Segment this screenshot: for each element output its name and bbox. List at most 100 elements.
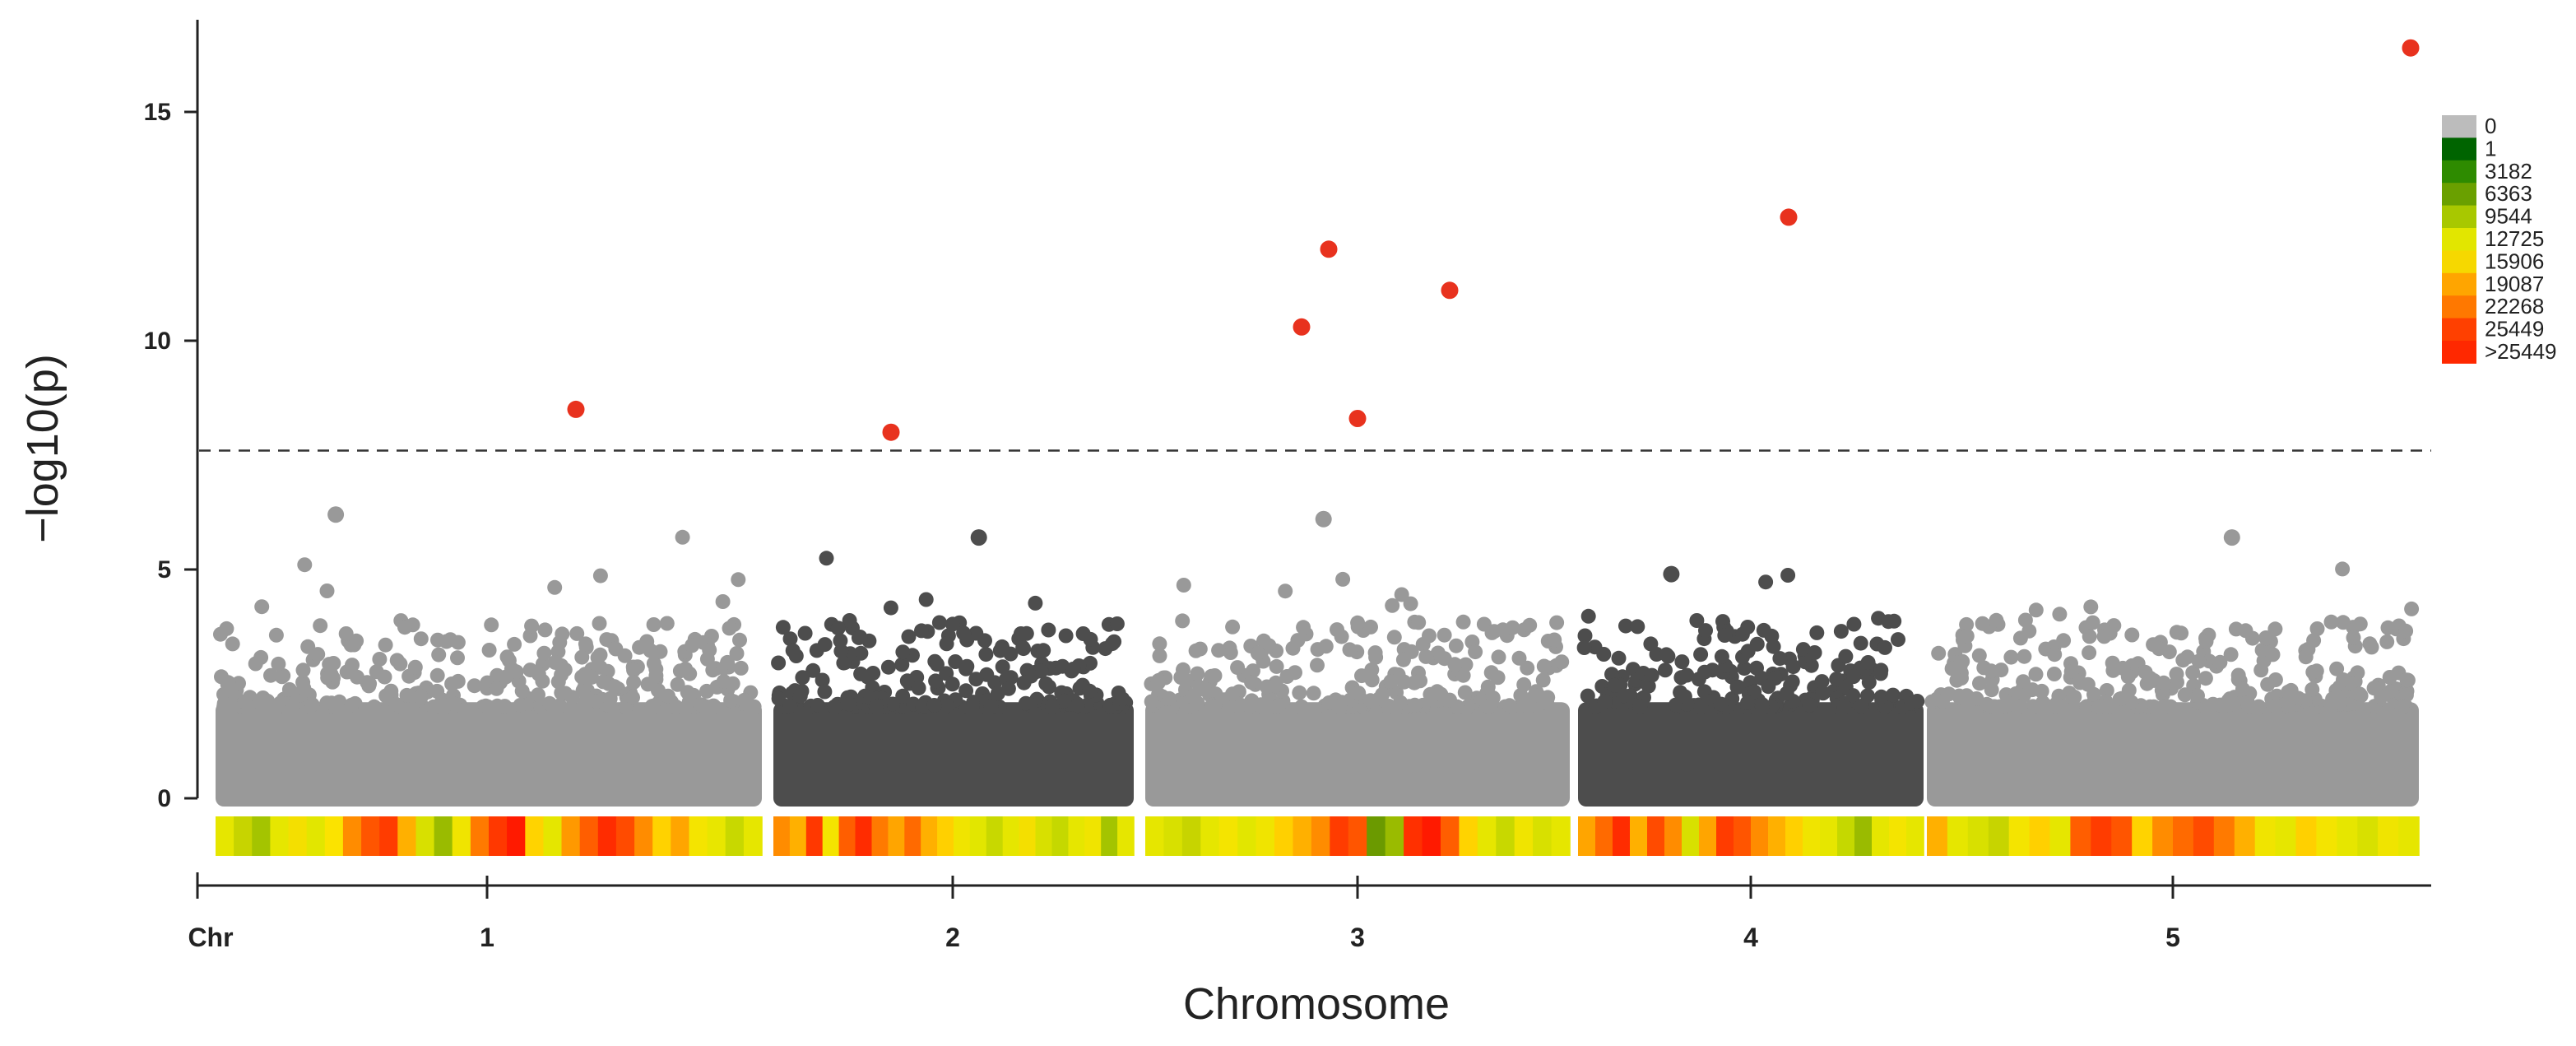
density-bin bbox=[1751, 816, 1769, 856]
snp-point bbox=[1766, 639, 1781, 654]
snp-point bbox=[513, 698, 528, 713]
snp-point bbox=[1658, 662, 1673, 678]
snp-point bbox=[1460, 699, 1476, 714]
snp-point bbox=[1815, 686, 1831, 701]
density-bin bbox=[1889, 816, 1907, 856]
density-bin bbox=[1422, 816, 1441, 856]
snp-point bbox=[2253, 662, 2269, 678]
snp-point bbox=[842, 613, 857, 628]
snp-point bbox=[1246, 663, 1260, 679]
density-bin bbox=[954, 816, 971, 856]
snp-point bbox=[1779, 686, 1794, 701]
snp-point bbox=[833, 644, 849, 659]
y-axis: 0 5 10 15 bbox=[144, 20, 199, 812]
chromosome-density-band bbox=[216, 816, 763, 856]
snp-point bbox=[1580, 608, 1596, 624]
density-bin bbox=[1441, 816, 1460, 856]
density-bin bbox=[470, 816, 490, 856]
snp-point bbox=[592, 568, 608, 583]
snp-point bbox=[2099, 683, 2114, 698]
snp-point bbox=[397, 620, 412, 635]
snp-point bbox=[819, 551, 834, 566]
snp-point bbox=[883, 600, 898, 616]
legend-label: >25449 bbox=[2485, 339, 2556, 364]
snp-point bbox=[1795, 642, 1811, 658]
snp-point bbox=[1747, 684, 1762, 700]
snp-point bbox=[2336, 615, 2351, 630]
significant-snp-point bbox=[567, 400, 585, 418]
snp-point bbox=[1597, 694, 1613, 709]
snp-point bbox=[1394, 587, 1409, 602]
snp-point bbox=[545, 699, 561, 714]
snp-point bbox=[2298, 649, 2314, 665]
density-bin bbox=[789, 816, 807, 856]
snp-point bbox=[362, 676, 378, 691]
snp-point bbox=[328, 699, 344, 714]
legend-swatch bbox=[2442, 137, 2476, 161]
snp-peak-point bbox=[1663, 565, 1680, 583]
density-bin bbox=[1630, 816, 1648, 856]
snp-point bbox=[1395, 652, 1411, 667]
snp-point bbox=[899, 673, 915, 689]
snp-point bbox=[2364, 639, 2379, 655]
snp-point bbox=[514, 683, 530, 699]
legend-label: 15906 bbox=[2485, 249, 2544, 273]
snp-point bbox=[1873, 689, 1889, 704]
density-bin bbox=[597, 816, 617, 856]
density-bin bbox=[1218, 816, 1238, 856]
significant-snp-point bbox=[1293, 318, 1311, 336]
snp-density-block bbox=[216, 702, 762, 807]
snp-point bbox=[1693, 699, 1709, 714]
snp-point bbox=[1975, 616, 1990, 631]
snp-point bbox=[254, 599, 270, 615]
snp-point bbox=[805, 662, 821, 678]
snp-point bbox=[1261, 699, 1277, 714]
density-bin bbox=[1533, 816, 1553, 856]
snp-point bbox=[1385, 597, 1400, 613]
snp-point bbox=[1854, 699, 1869, 714]
snp-density-block bbox=[1927, 702, 2419, 807]
snp-point bbox=[956, 625, 972, 641]
snp-point bbox=[2082, 645, 2097, 661]
snp-point bbox=[1802, 697, 1817, 713]
snp-point bbox=[1785, 674, 1800, 690]
snp-point bbox=[1433, 686, 1449, 702]
density-bin bbox=[452, 816, 471, 856]
snp-point bbox=[2304, 681, 2320, 697]
snp-point bbox=[569, 625, 585, 641]
snp-point bbox=[1290, 633, 1306, 649]
density-bin bbox=[2049, 816, 2072, 856]
density-bin bbox=[2173, 816, 2194, 856]
snp-point bbox=[296, 681, 312, 696]
snp-point bbox=[732, 632, 747, 648]
snp-point bbox=[1244, 675, 1260, 690]
snp-point bbox=[2382, 670, 2397, 685]
snp-point bbox=[1335, 571, 1351, 587]
snp-point bbox=[1630, 619, 1645, 635]
snp-point bbox=[939, 636, 954, 652]
legend-label: 22268 bbox=[2485, 294, 2544, 318]
x-tick-label: 1 bbox=[480, 923, 494, 952]
density-bin bbox=[252, 816, 272, 856]
snp-point bbox=[2344, 676, 2360, 692]
density-bin bbox=[1699, 816, 1717, 856]
chromosome-cluster bbox=[1576, 565, 1925, 807]
density-bin bbox=[306, 816, 326, 856]
snp-point bbox=[930, 657, 945, 672]
snp-point bbox=[1144, 694, 1159, 709]
snp-point bbox=[1261, 638, 1277, 653]
density-bin bbox=[1051, 816, 1070, 856]
snp-point bbox=[2329, 661, 2345, 676]
snp-point bbox=[547, 579, 563, 595]
snp-point bbox=[1480, 699, 1496, 714]
snp-point bbox=[2374, 689, 2389, 704]
density-bin bbox=[1595, 816, 1613, 856]
snp-point bbox=[1659, 647, 1674, 662]
density-bin bbox=[1551, 816, 1571, 856]
snp-point bbox=[914, 623, 929, 639]
snp-point bbox=[1056, 693, 1072, 709]
snp-point bbox=[1618, 618, 1633, 634]
snp-point bbox=[2085, 615, 2100, 630]
snp-point bbox=[705, 662, 721, 678]
